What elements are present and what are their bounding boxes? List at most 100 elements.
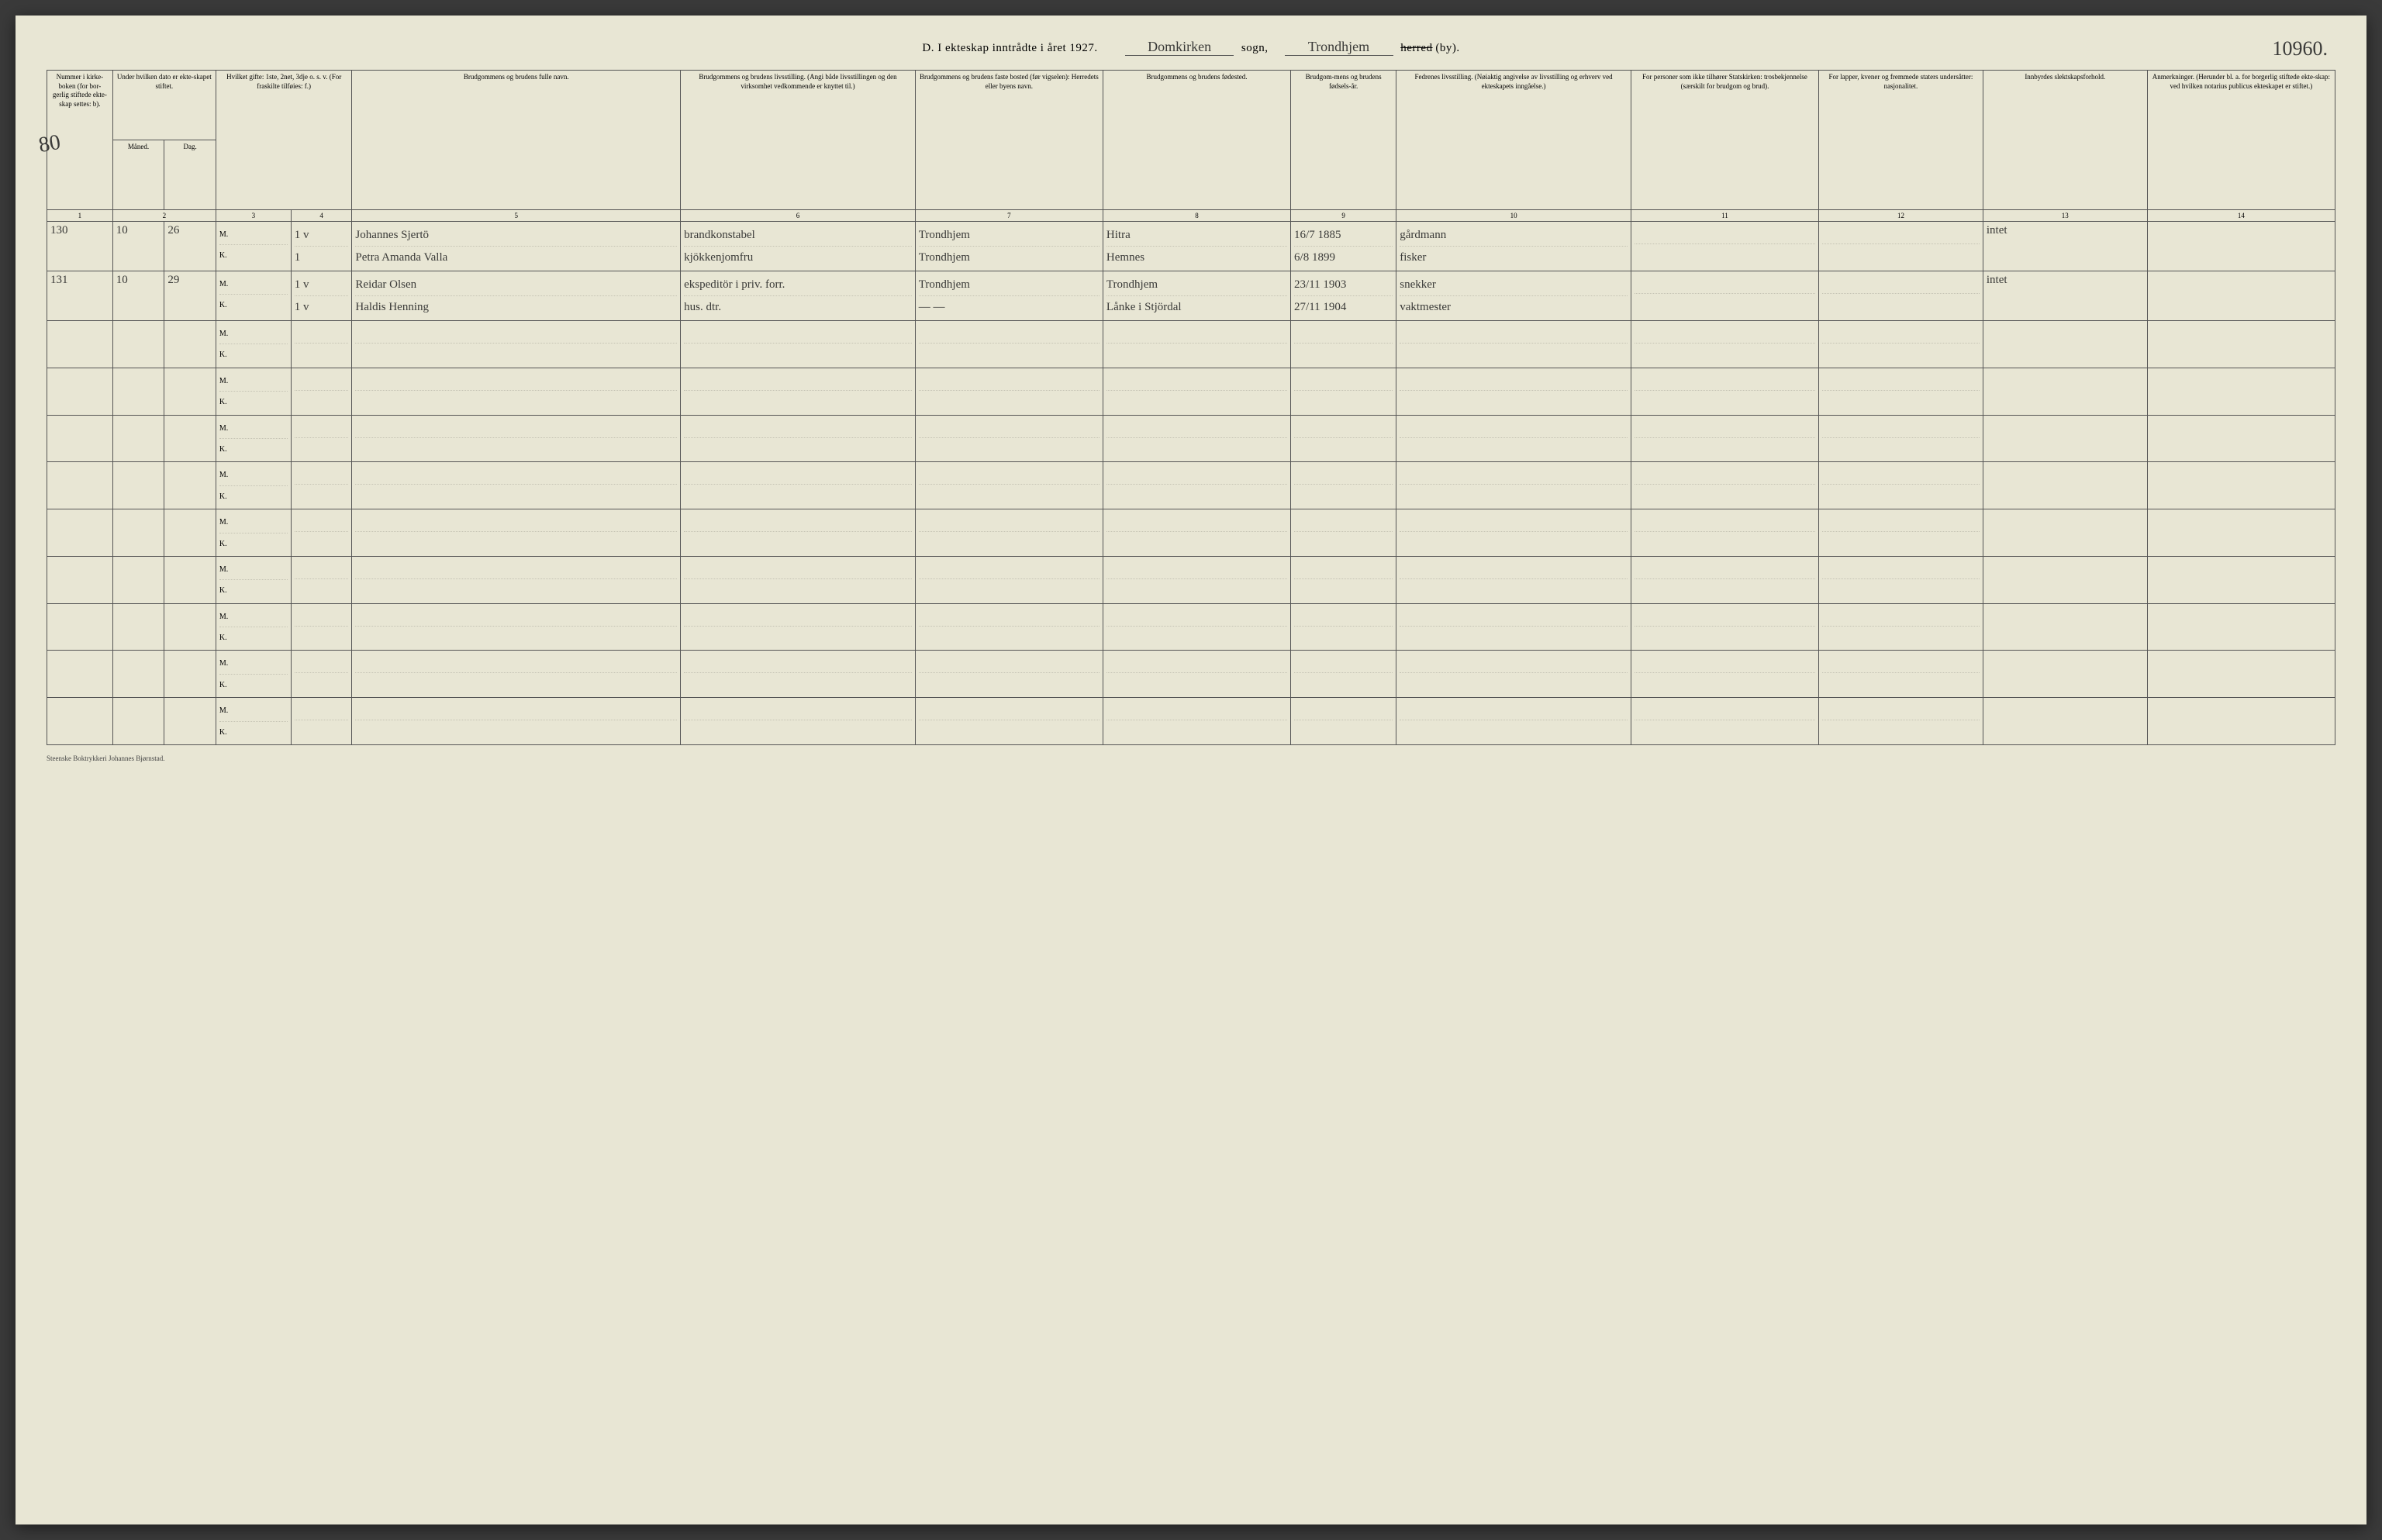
col-header-11: For personer som ikke tilhører Statskirk… bbox=[1631, 71, 1818, 210]
ledger-page: 10960. 80 D. I ekteskap inntrådte i året… bbox=[16, 16, 2366, 1524]
cell-stilling bbox=[681, 321, 916, 368]
cell-dag bbox=[164, 556, 216, 603]
cell-dag bbox=[164, 462, 216, 509]
cell-dag bbox=[164, 509, 216, 557]
cell-fedre bbox=[1396, 321, 1631, 368]
cell-slekt bbox=[1983, 415, 2147, 462]
herred-value: Trondhjem bbox=[1285, 39, 1393, 56]
cell-gifte: 1 v1 bbox=[291, 222, 352, 271]
cell-fodested: HitraHemnes bbox=[1103, 222, 1290, 271]
cell-anm bbox=[2147, 462, 2335, 509]
col-header-7: Brudgommens og brudens faste bosted (før… bbox=[915, 71, 1103, 210]
cell-bosted bbox=[915, 368, 1103, 415]
cell-maaned bbox=[112, 462, 164, 509]
cell-navn bbox=[352, 698, 681, 745]
cell-fedre: gårdmannfisker bbox=[1396, 222, 1631, 271]
cell-slekt bbox=[1983, 651, 2147, 698]
cell-navn bbox=[352, 415, 681, 462]
cell-maaned bbox=[112, 603, 164, 651]
cell-fodested bbox=[1103, 415, 1290, 462]
cell-bosted bbox=[915, 415, 1103, 462]
cell-tros bbox=[1631, 556, 1818, 603]
cell-tros bbox=[1631, 462, 1818, 509]
colnum: 13 bbox=[1983, 210, 2147, 222]
cell-mk: M.K. bbox=[216, 415, 291, 462]
cell-gifte bbox=[291, 556, 352, 603]
cell-bosted bbox=[915, 462, 1103, 509]
cell-mk: M.K. bbox=[216, 271, 291, 321]
cell-stilling bbox=[681, 603, 916, 651]
cell-anm bbox=[2147, 556, 2335, 603]
cell-num: 130 bbox=[47, 222, 113, 271]
cell-navn: Reidar OlsenHaldis Henning bbox=[352, 271, 681, 321]
cell-num bbox=[47, 556, 113, 603]
cell-slekt bbox=[1983, 603, 2147, 651]
cell-slekt: intet bbox=[1983, 271, 2147, 321]
header-row: Nummer i kirke-boken (for bor-gerlig sti… bbox=[47, 71, 2335, 140]
cell-fedre: snekkervaktmester bbox=[1396, 271, 1631, 321]
colnum: 1 bbox=[47, 210, 113, 222]
cell-tros bbox=[1631, 603, 1818, 651]
cell-gifte bbox=[291, 415, 352, 462]
cell-fodested bbox=[1103, 368, 1290, 415]
cell-fodsel bbox=[1291, 556, 1396, 603]
colnum: 9 bbox=[1291, 210, 1396, 222]
table-row: M.K. bbox=[47, 651, 2335, 698]
col-header-6: Brudgommens og brudens livsstilling. (An… bbox=[681, 71, 916, 210]
cell-stilling bbox=[681, 556, 916, 603]
cell-gifte bbox=[291, 698, 352, 745]
cell-navn bbox=[352, 462, 681, 509]
cell-nasj bbox=[1819, 222, 1983, 271]
cell-fedre bbox=[1396, 509, 1631, 557]
cell-fedre bbox=[1396, 368, 1631, 415]
cell-fedre bbox=[1396, 556, 1631, 603]
cell-nasj bbox=[1819, 368, 1983, 415]
cell-bosted: Trondhjem— — bbox=[915, 271, 1103, 321]
cell-bosted: TrondhjemTrondhjem bbox=[915, 222, 1103, 271]
cell-maaned bbox=[112, 415, 164, 462]
cell-mk: M.K. bbox=[216, 556, 291, 603]
cell-tros bbox=[1631, 222, 1818, 271]
cell-bosted bbox=[915, 698, 1103, 745]
col-header-12: For lapper, kvener og fremmede staters u… bbox=[1819, 71, 1983, 210]
cell-tros bbox=[1631, 271, 1818, 321]
cell-stilling bbox=[681, 698, 916, 745]
cell-maaned bbox=[112, 509, 164, 557]
cell-stilling: ekspeditör i priv. forr.hus. dtr. bbox=[681, 271, 916, 321]
colnum: 10 bbox=[1396, 210, 1631, 222]
col-header-14: Anmerkninger. (Herunder bl. a. for borge… bbox=[2147, 71, 2335, 210]
side-number: 80 bbox=[36, 130, 62, 158]
cell-nasj bbox=[1819, 698, 1983, 745]
cell-navn: Johannes SjertöPetra Amanda Valla bbox=[352, 222, 681, 271]
cell-mk: M.K. bbox=[216, 698, 291, 745]
cell-tros bbox=[1631, 321, 1818, 368]
cell-dag bbox=[164, 368, 216, 415]
cell-dag: 29 bbox=[164, 271, 216, 321]
cell-tros bbox=[1631, 698, 1818, 745]
cell-fodested: TrondhjemLånke i Stjördal bbox=[1103, 271, 1290, 321]
cell-fodsel bbox=[1291, 651, 1396, 698]
colnum: 14 bbox=[2147, 210, 2335, 222]
cell-bosted bbox=[915, 603, 1103, 651]
cell-stilling bbox=[681, 415, 916, 462]
cell-num bbox=[47, 415, 113, 462]
col-header-3: Hvilket gifte: 1ste, 2net, 3dje o. s. v.… bbox=[216, 71, 352, 210]
herred-suffix: (by). bbox=[1435, 42, 1459, 54]
cell-slekt bbox=[1983, 509, 2147, 557]
cell-stilling: brandkonstabelkjökkenjomfru bbox=[681, 222, 916, 271]
cell-fodsel bbox=[1291, 415, 1396, 462]
cell-nasj bbox=[1819, 415, 1983, 462]
cell-nasj bbox=[1819, 603, 1983, 651]
cell-num bbox=[47, 698, 113, 745]
cell-dag bbox=[164, 603, 216, 651]
cell-nasj bbox=[1819, 321, 1983, 368]
table-body: 1301026M.K.1 v1Johannes SjertöPetra Aman… bbox=[47, 222, 2335, 745]
cell-bosted bbox=[915, 556, 1103, 603]
cell-navn bbox=[352, 321, 681, 368]
table-row: M.K. bbox=[47, 368, 2335, 415]
cell-slekt bbox=[1983, 321, 2147, 368]
cell-num bbox=[47, 368, 113, 415]
cell-anm bbox=[2147, 698, 2335, 745]
cell-gifte bbox=[291, 462, 352, 509]
cell-anm bbox=[2147, 368, 2335, 415]
